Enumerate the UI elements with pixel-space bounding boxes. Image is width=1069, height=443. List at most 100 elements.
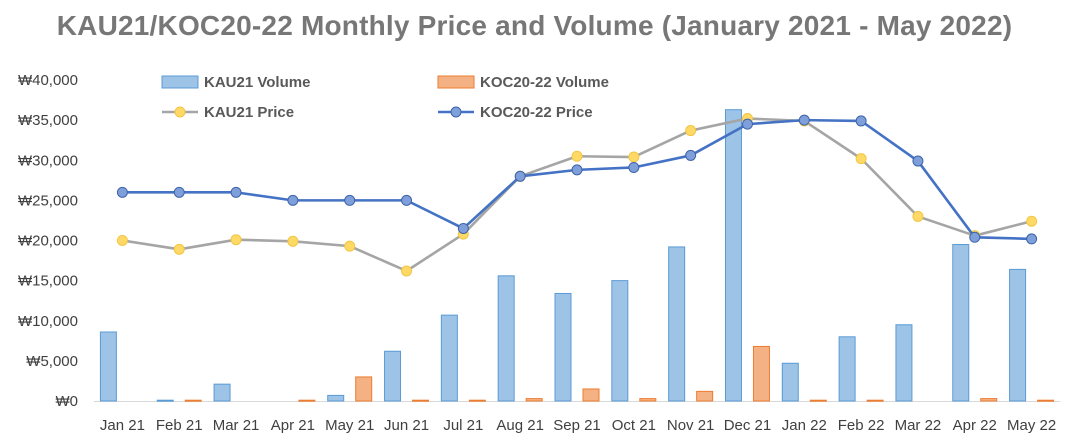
y-tick-label: ₩5,000 (26, 353, 78, 370)
kau21-volume-bar (384, 350, 402, 402)
koc20-22-volume-bar (355, 376, 373, 402)
kau21-price-point (401, 265, 413, 277)
kau21-price-point (287, 235, 299, 247)
kau21-volume-bar (440, 314, 458, 402)
koc20-22-volume-bar (696, 390, 714, 402)
y-tick-label: ₩15,000 (18, 273, 78, 290)
y-tick-label: ₩40,000 (18, 72, 78, 89)
x-tick-label: Apr 22 (953, 417, 997, 434)
kau21-volume-bar (781, 362, 799, 402)
koc20-22-volume-bar (752, 345, 770, 402)
legend-marker (174, 106, 186, 118)
kau21-volume-bar (156, 399, 174, 402)
x-tick-label: Jan 21 (100, 417, 145, 434)
kau21-volume-bar (99, 331, 117, 402)
kau21-volume-bar (668, 246, 686, 402)
y-axis-ticks: ₩0 ₩5,000 ₩10,000 ₩15,000 ₩20,000 ₩25,000 ₩30,… (18, 72, 1060, 410)
kau21-price-point (571, 150, 583, 162)
legend-swatch (437, 75, 475, 89)
koc20-22-price-point (855, 115, 867, 127)
kau21-price-point (685, 125, 697, 137)
legend-label: KAU21 Price (204, 104, 294, 121)
kau21-price-point (230, 234, 242, 246)
koc20-22-price-point (401, 194, 413, 206)
kau21-volume-bar (838, 336, 856, 402)
legend-label: KOC20-22 Volume (480, 74, 609, 91)
x-tick-label: Apr 21 (271, 417, 315, 434)
kau21-price-point (344, 240, 356, 252)
x-tick-label: Feb 22 (838, 417, 885, 434)
koc20-22-price-point (344, 194, 356, 206)
koc20-22-volume-bar (582, 388, 600, 402)
koc20-22-volume-bar (525, 398, 543, 402)
line-marks (116, 113, 1038, 277)
koc20-22-price-point (685, 149, 697, 161)
koc20-22-price-point (230, 186, 242, 198)
koc20-22-price-point (741, 118, 753, 130)
kau21-volume-bar (554, 292, 572, 402)
x-tick-label: Aug 21 (496, 417, 544, 434)
kau21-price-point (912, 210, 924, 222)
x-tick-label: Sep 21 (553, 417, 601, 434)
x-tick-label: Nov 21 (667, 417, 715, 434)
koc20-22-volume-bar (412, 399, 430, 402)
koc20-22-price-point (514, 170, 526, 182)
x-tick-label: Jul 21 (443, 417, 483, 434)
koc20-22-volume-bar (1037, 399, 1055, 402)
kau21-volume-bar (952, 244, 970, 402)
y-tick-label: ₩30,000 (18, 152, 78, 169)
koc20-22-price-point (798, 114, 810, 126)
koc20-22-price-point (969, 231, 981, 243)
kau21-volume-bar (213, 383, 231, 402)
koc20-22-volume-bar (866, 399, 884, 402)
kau21-price-point (1026, 215, 1038, 227)
kau21-volume-bar (497, 275, 515, 402)
y-tick-label: ₩10,000 (18, 313, 78, 330)
x-tick-label: Jan 22 (782, 417, 827, 434)
x-tick-label: Dec 21 (724, 417, 772, 434)
x-tick-label: Jun 21 (384, 417, 429, 434)
x-tick-label: Mar 21 (213, 417, 260, 434)
koc20-22-price-point (912, 155, 924, 167)
koc20-22-price-line (122, 118, 1032, 241)
koc20-22-volume-bar (980, 398, 998, 402)
koc20-22-price-point (457, 222, 469, 234)
koc20-22-price-point (287, 194, 299, 206)
koc20-22-price-point (1026, 233, 1038, 245)
kau21-price-point (173, 243, 185, 255)
legend-label: KOC20-22 Price (480, 104, 593, 121)
x-tick-label: Feb 21 (156, 417, 203, 434)
koc20-22-volume-bar (639, 398, 657, 402)
y-tick-label: ₩0 (56, 393, 79, 410)
kau21-volume-bar (327, 394, 345, 402)
koc20-22-volume-bar (468, 399, 486, 402)
kau21-volume-bar (895, 324, 913, 402)
koc20-22-price-point (571, 164, 583, 176)
y-tick-label: ₩20,000 (18, 233, 78, 250)
koc20-22-volume-bar (809, 399, 827, 402)
y-tick-label: ₩35,000 (18, 112, 78, 129)
kau21-price-point (116, 235, 128, 246)
legend-marker (450, 106, 462, 118)
bar-marks (99, 109, 1055, 402)
y-tick-label: ₩25,000 (18, 192, 78, 209)
x-tick-label: May 22 (1007, 417, 1056, 434)
koc20-22-volume-bar (298, 399, 316, 402)
kau21-price-point (855, 153, 867, 165)
legend: KAU21 Volume KOC20-22 Volume KAU21 Price KO… (161, 74, 609, 121)
kau21-volume-bar (611, 280, 629, 402)
chart-title: KAU21/KOC20-22 Monthly Price and Volume … (56, 10, 1013, 41)
koc20-22-price-point (173, 186, 185, 198)
x-tick-label: Mar 22 (895, 417, 942, 434)
x-axis-ticks: Jan 21 Feb 21 Mar 21 Apr 21 May 21 Jun 21 Jul … (100, 417, 1056, 434)
legend-swatch (161, 75, 199, 89)
x-tick-label: May 21 (325, 417, 374, 434)
kau21-price-point (628, 151, 640, 163)
koc20-22-price-point (116, 186, 128, 198)
kau21-volume-bar (724, 109, 742, 402)
kau21-volume-bar (1009, 268, 1027, 402)
koc20-22-volume-bar (184, 399, 202, 402)
legend-label: KAU21 Volume (204, 74, 310, 91)
x-tick-label: Oct 21 (612, 417, 656, 434)
